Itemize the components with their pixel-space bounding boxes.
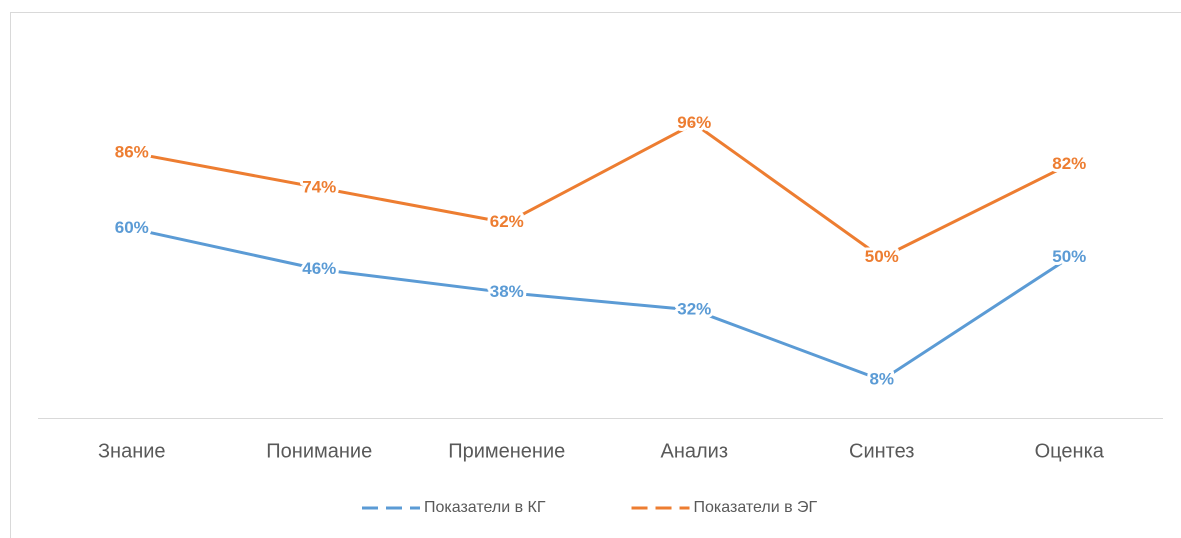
legend-label: Показатели в ЭГ bbox=[694, 499, 818, 516]
x-tick-label: Понимание bbox=[266, 440, 372, 462]
data-label: 50% bbox=[865, 247, 899, 266]
data-label: 62% bbox=[490, 212, 524, 231]
data-label: 96% bbox=[677, 113, 711, 132]
x-tick-label: Знание bbox=[98, 440, 166, 462]
chart-border bbox=[10, 12, 1181, 538]
data-label: 60% bbox=[115, 218, 149, 237]
data-label: 82% bbox=[1052, 154, 1086, 173]
data-label: 50% bbox=[1052, 247, 1086, 266]
x-tick-label: Применение bbox=[448, 440, 565, 462]
series-line bbox=[131, 227, 1071, 382]
data-label: 74% bbox=[302, 177, 336, 196]
x-tick-label: Синтез bbox=[849, 440, 914, 462]
series-line bbox=[131, 122, 1070, 260]
x-tick-label: Оценка bbox=[1035, 440, 1105, 462]
legend-label: Показатели в КГ bbox=[424, 499, 546, 516]
data-label: 46% bbox=[302, 259, 336, 278]
data-label: 32% bbox=[677, 300, 711, 319]
data-label: 86% bbox=[115, 142, 149, 161]
data-label: 8% bbox=[869, 370, 894, 389]
data-label: 38% bbox=[490, 282, 524, 301]
x-tick-label: Анализ bbox=[660, 440, 728, 462]
